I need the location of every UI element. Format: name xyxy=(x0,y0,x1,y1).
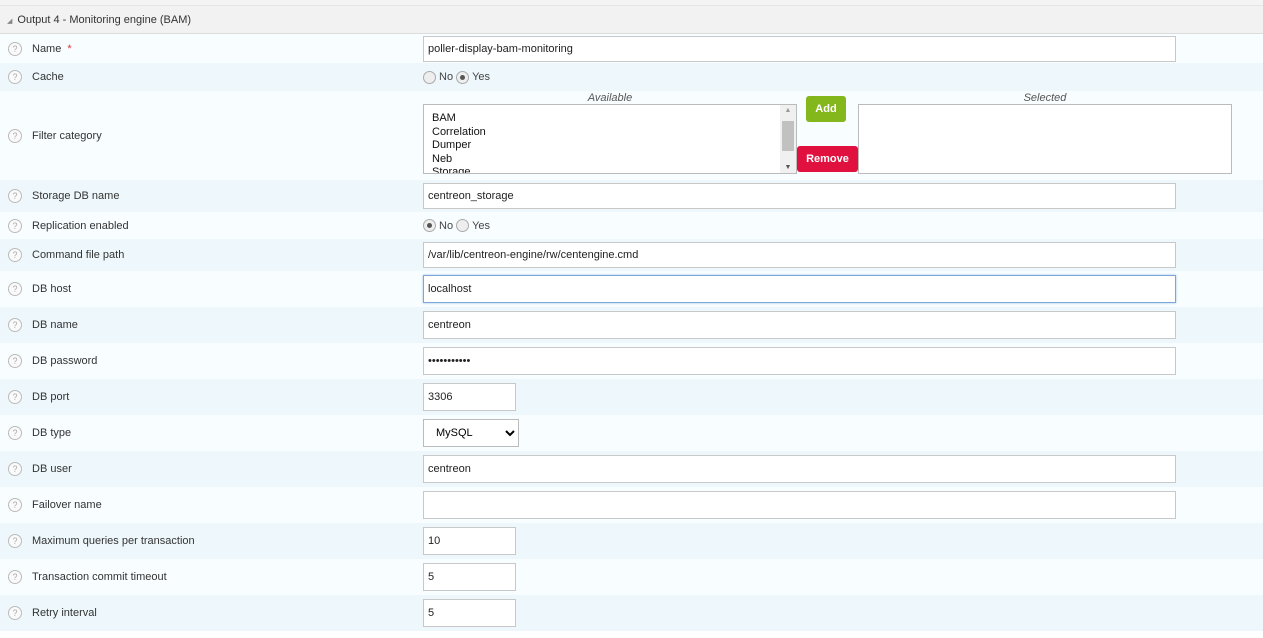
label: DB name xyxy=(32,319,78,331)
row-db-host: ? DB host xyxy=(0,271,1263,307)
help-icon[interactable]: ? xyxy=(8,248,22,262)
row-db-port: ? DB port xyxy=(0,379,1263,415)
commit-timeout-input[interactable] xyxy=(423,563,516,591)
list-item[interactable]: Neb xyxy=(432,152,453,165)
label: Cache xyxy=(32,71,64,83)
help-icon[interactable]: ? xyxy=(8,282,22,296)
row-max-queries: ? Maximum queries per transaction xyxy=(0,523,1263,559)
label: DB user xyxy=(32,463,72,475)
help-icon[interactable]: ? xyxy=(8,390,22,404)
row-db-user: ? DB user xyxy=(0,451,1263,487)
remove-button[interactable]: Remove xyxy=(797,146,858,172)
help-icon[interactable]: ? xyxy=(8,70,22,84)
help-icon[interactable]: ? xyxy=(8,354,22,368)
help-icon[interactable]: ? xyxy=(8,498,22,512)
row-cache: ? Cache No Yes xyxy=(0,63,1263,91)
row-storage-db: ? Storage DB name xyxy=(0,180,1263,212)
label: Retry interval xyxy=(32,607,97,619)
label: Failover name xyxy=(32,499,102,511)
available-caption: Available xyxy=(587,92,633,104)
row-commit-timeout: ? Transaction commit timeout xyxy=(0,559,1263,595)
selected-caption: Selected xyxy=(1023,92,1067,104)
label: Storage DB name xyxy=(32,190,120,202)
row-retry-interval: ? Retry interval xyxy=(0,595,1263,631)
help-icon[interactable]: ? xyxy=(8,534,22,548)
label: DB port xyxy=(32,391,70,403)
label: Name xyxy=(32,42,62,55)
cache-no-radio[interactable] xyxy=(423,70,436,84)
radio-label: Yes xyxy=(472,219,491,232)
radio-label: No xyxy=(439,219,454,232)
help-icon[interactable]: ? xyxy=(8,570,22,584)
storage-db-input[interactable] xyxy=(423,183,1176,209)
label: DB host xyxy=(32,283,72,295)
failover-input[interactable] xyxy=(423,491,1176,519)
label: Command file path xyxy=(32,249,125,261)
label: DB password xyxy=(32,355,98,367)
db-type-select[interactable]: MySQL xyxy=(423,419,519,447)
db-port-input[interactable] xyxy=(423,383,516,411)
section-title: Output 4 - Monitoring engine (BAM) xyxy=(17,13,192,26)
scrollbar-thumb[interactable] xyxy=(782,121,794,151)
db-host-input[interactable] xyxy=(423,275,1176,303)
row-command-file: ? Command file path xyxy=(0,239,1263,271)
radio-label: Yes xyxy=(472,71,491,83)
add-button[interactable]: Add xyxy=(806,96,846,122)
help-icon[interactable]: ? xyxy=(8,318,22,332)
row-replication: ? Replication enabled No Yes xyxy=(0,212,1263,239)
radio-label: No xyxy=(439,71,454,83)
row-name: ? Name * xyxy=(0,34,1263,63)
help-icon[interactable]: ? xyxy=(8,189,22,203)
selected-list[interactable] xyxy=(858,104,1232,174)
section-header[interactable]: ◢ Output 4 - Monitoring engine (BAM) xyxy=(0,6,1263,34)
max-queries-input[interactable] xyxy=(423,527,516,555)
help-icon[interactable]: ? xyxy=(8,426,22,440)
list-item[interactable]: Dumper xyxy=(432,139,472,151)
help-icon[interactable]: ? xyxy=(8,462,22,476)
scroll-up-icon[interactable]: ▲ xyxy=(784,107,792,114)
label: DB type xyxy=(32,427,72,439)
row-db-type: ? DB type MySQL xyxy=(0,415,1263,451)
scrollbar[interactable]: ▲ ▼ xyxy=(780,105,796,173)
collapse-triangle-icon[interactable]: ◢ xyxy=(7,18,13,25)
row-failover: ? Failover name xyxy=(0,487,1263,523)
row-db-password: ? DB password xyxy=(0,343,1263,379)
name-input[interactable] xyxy=(423,35,1176,62)
help-icon[interactable]: ? xyxy=(8,41,22,56)
help-icon[interactable]: ? xyxy=(8,606,22,620)
row-db-name: ? DB name xyxy=(0,307,1263,343)
list-item[interactable]: BAM xyxy=(432,112,456,124)
label: Replication enabled xyxy=(32,219,129,232)
list-item[interactable]: Storage xyxy=(432,166,471,174)
db-user-input[interactable] xyxy=(423,455,1176,483)
db-password-input[interactable] xyxy=(423,347,1176,375)
command-file-input[interactable] xyxy=(423,242,1176,268)
label: Maximum queries per transaction xyxy=(32,535,195,547)
row-filter-category: ? Filter category Available BAM Correlati… xyxy=(0,91,1263,180)
scroll-down-icon[interactable]: ▼ xyxy=(784,164,792,171)
cache-yes-radio[interactable] xyxy=(456,70,470,84)
help-icon[interactable]: ? xyxy=(8,218,22,233)
replication-yes-radio[interactable] xyxy=(456,219,470,232)
available-list[interactable]: BAM Correlation Dumper Neb Storage ▲ ▼ xyxy=(423,104,797,174)
required-marker: * xyxy=(67,42,72,55)
retry-interval-input[interactable] xyxy=(423,599,516,627)
db-name-input[interactable] xyxy=(423,311,1176,339)
label: Filter category xyxy=(32,129,102,142)
top-bar xyxy=(0,0,1263,6)
help-icon[interactable]: ? xyxy=(8,128,22,143)
label: Transaction commit timeout xyxy=(32,571,167,583)
replication-no-radio[interactable] xyxy=(423,219,436,232)
list-item[interactable]: Correlation xyxy=(432,125,486,138)
